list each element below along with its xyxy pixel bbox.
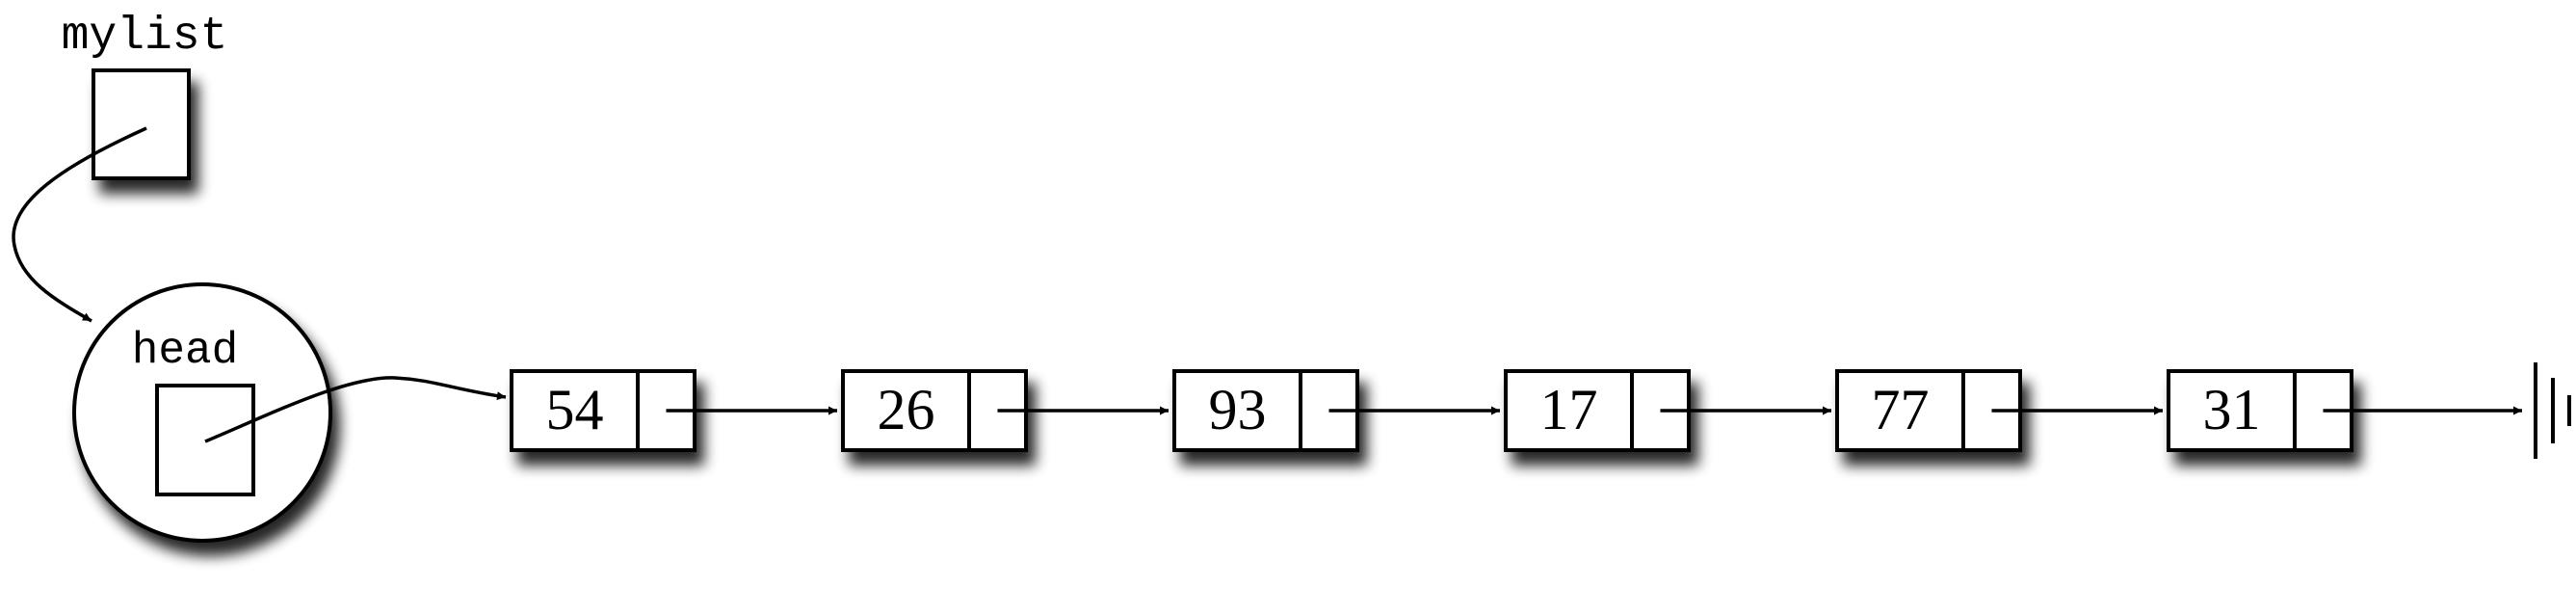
- list-node: 77: [1837, 371, 2163, 450]
- list-node: 54: [512, 371, 837, 450]
- list-node: 26: [843, 371, 1169, 450]
- node-value: 31: [2203, 378, 2261, 441]
- node-value: 93: [1209, 378, 1267, 441]
- node-value: 17: [1540, 378, 1598, 441]
- list-node: 93: [1174, 371, 1500, 450]
- node-value: 77: [1872, 378, 1930, 441]
- list-node: 31: [2169, 371, 2522, 450]
- ground-icon: [2536, 362, 2569, 459]
- variable-box: [93, 70, 189, 178]
- node-value: 54: [546, 378, 604, 441]
- variable-name-label: mylist: [62, 11, 228, 63]
- node-value: 26: [878, 378, 935, 441]
- head-field-label: head: [132, 326, 238, 376]
- node-list: 54 26 93 17 77 31: [512, 371, 2522, 450]
- list-node: 17: [1506, 371, 1831, 450]
